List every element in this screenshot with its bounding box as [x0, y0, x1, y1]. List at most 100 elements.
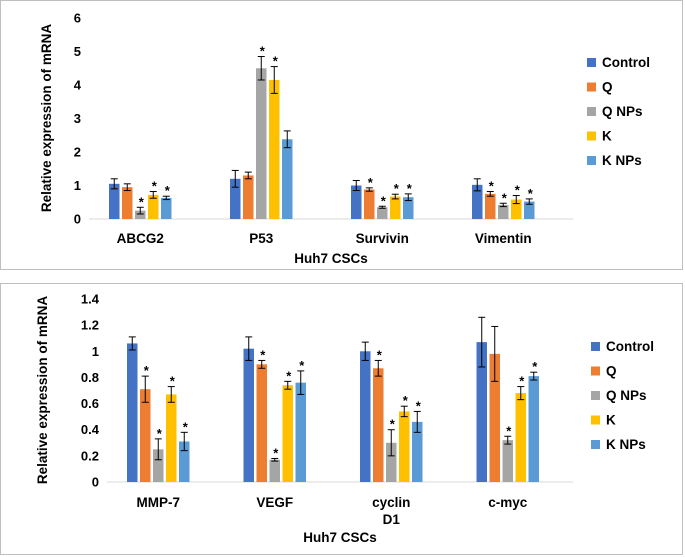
significance-star: *	[502, 190, 508, 205]
bar-k-nps	[179, 441, 190, 482]
significance-star: *	[157, 426, 163, 441]
bar-control	[230, 178, 241, 219]
y-tick-label: 1	[74, 178, 81, 193]
x-category-label: Vimentin	[475, 231, 532, 246]
significance-star: *	[260, 347, 266, 362]
legend-label: Control	[602, 55, 650, 70]
bar-k-nps	[412, 421, 423, 482]
chart-panel-top: 0 1 2 3 4 5 6 * * * ABCG2 * * P53 * * * * Survivin * * * * Vime…	[0, 0, 683, 270]
legend-swatch	[591, 391, 600, 400]
x-axis-title: Huh7 CSCs	[303, 530, 377, 545]
legend-label: K NPs	[606, 437, 646, 452]
bar-q	[243, 175, 254, 219]
significance-star: *	[260, 44, 266, 59]
significance-star: *	[381, 193, 387, 208]
bar-control	[243, 348, 254, 482]
bar-k	[282, 385, 293, 482]
significance-star: *	[489, 179, 495, 194]
bar-q-nps	[502, 440, 513, 482]
significance-star: *	[532, 359, 538, 374]
bar-q	[489, 353, 500, 482]
significance-star: *	[368, 175, 374, 190]
significance-star: *	[273, 445, 279, 460]
chart-panel-bottom: 0 0.2 0.4 0.6 0.8 1 1.2 1.4 * * * * MMP-7 * * * * VEGF * * *…	[0, 283, 683, 555]
legend-label: K	[606, 413, 616, 428]
bar-q-nps	[256, 68, 267, 219]
x-category-label: P53	[249, 231, 274, 246]
bar-control	[476, 342, 487, 482]
y-tick-label: 0.6	[81, 396, 99, 411]
legend-swatch	[591, 342, 600, 351]
significance-star: *	[139, 194, 145, 209]
bar-k	[148, 194, 159, 219]
bar-q-nps	[377, 207, 388, 219]
significance-star: *	[152, 179, 158, 194]
y-tick-label: 2	[74, 145, 81, 160]
bar-k-nps	[524, 201, 535, 219]
legend-swatch	[591, 440, 600, 449]
legend-label: Control	[606, 339, 654, 354]
bar-q	[373, 368, 384, 482]
significance-star: *	[273, 54, 279, 69]
x-axis-title: Huh7 CSCs	[294, 251, 368, 266]
bar-control	[109, 183, 120, 219]
significance-star: *	[403, 393, 409, 408]
bar-k-nps	[282, 139, 293, 219]
legend-label: Q	[602, 80, 613, 95]
bar-k	[166, 394, 177, 482]
y-tick-label: 4	[74, 78, 82, 93]
chart-top: 0 1 2 3 4 5 6 * * * ABCG2 * * P53 * * * * Survivin * * * * Vime…	[39, 11, 650, 267]
legend-swatch	[587, 107, 596, 116]
significance-star: *	[144, 363, 150, 378]
x-category-label: cyclin	[372, 495, 410, 510]
bar-q-nps	[498, 204, 509, 219]
legend-swatch	[587, 131, 596, 141]
x-category-label: MMP-7	[137, 495, 181, 510]
bar-control	[351, 185, 362, 219]
x-category-label: c-myc	[488, 495, 528, 510]
legend-swatch	[591, 366, 600, 376]
y-axis-title: Relative expression of mRNA	[35, 296, 50, 485]
legend-swatch	[587, 82, 596, 92]
significance-star: *	[170, 374, 176, 389]
y-tick-label: 0	[74, 212, 81, 227]
bar-k	[515, 393, 526, 482]
bar-q	[122, 187, 133, 219]
legend-label: Q NPs	[602, 104, 643, 119]
bar-q-nps	[386, 442, 397, 482]
legend-label: Q	[606, 364, 617, 379]
y-tick-label: 3	[74, 111, 81, 126]
bar-k-nps	[161, 197, 172, 219]
bar-control	[127, 343, 138, 482]
significance-star: *	[377, 347, 383, 362]
y-tick-label: 0.4	[81, 422, 100, 437]
legend-swatch	[587, 156, 596, 165]
significance-star: *	[299, 358, 305, 373]
bar-q	[256, 364, 267, 482]
legend-label: Q NPs	[606, 388, 647, 403]
bar-k	[390, 196, 401, 219]
bar-control	[360, 351, 371, 482]
bar-k	[511, 199, 522, 219]
y-tick-label: 0.2	[81, 448, 99, 463]
bar-q	[140, 389, 151, 482]
y-tick-label: 1.2	[81, 318, 99, 333]
y-tick-label: 5	[74, 44, 81, 59]
y-tick-label: 0	[92, 475, 99, 490]
y-tick-label: 0.8	[81, 370, 99, 385]
legend-label: K	[602, 129, 612, 144]
bar-k	[399, 411, 410, 482]
bar-k-nps	[528, 376, 539, 482]
x-category-label: D1	[383, 512, 401, 527]
legend-label: K NPs	[602, 153, 642, 168]
significance-star: *	[165, 183, 171, 198]
y-tick-label: 1	[92, 344, 99, 359]
bar-k-nps	[295, 382, 306, 482]
x-category-label: VEGF	[256, 495, 293, 510]
significance-star: *	[515, 183, 521, 198]
bar-q	[485, 193, 496, 219]
bar-q-nps	[269, 459, 280, 482]
legend-swatch	[591, 415, 600, 425]
legend-swatch	[587, 58, 596, 67]
